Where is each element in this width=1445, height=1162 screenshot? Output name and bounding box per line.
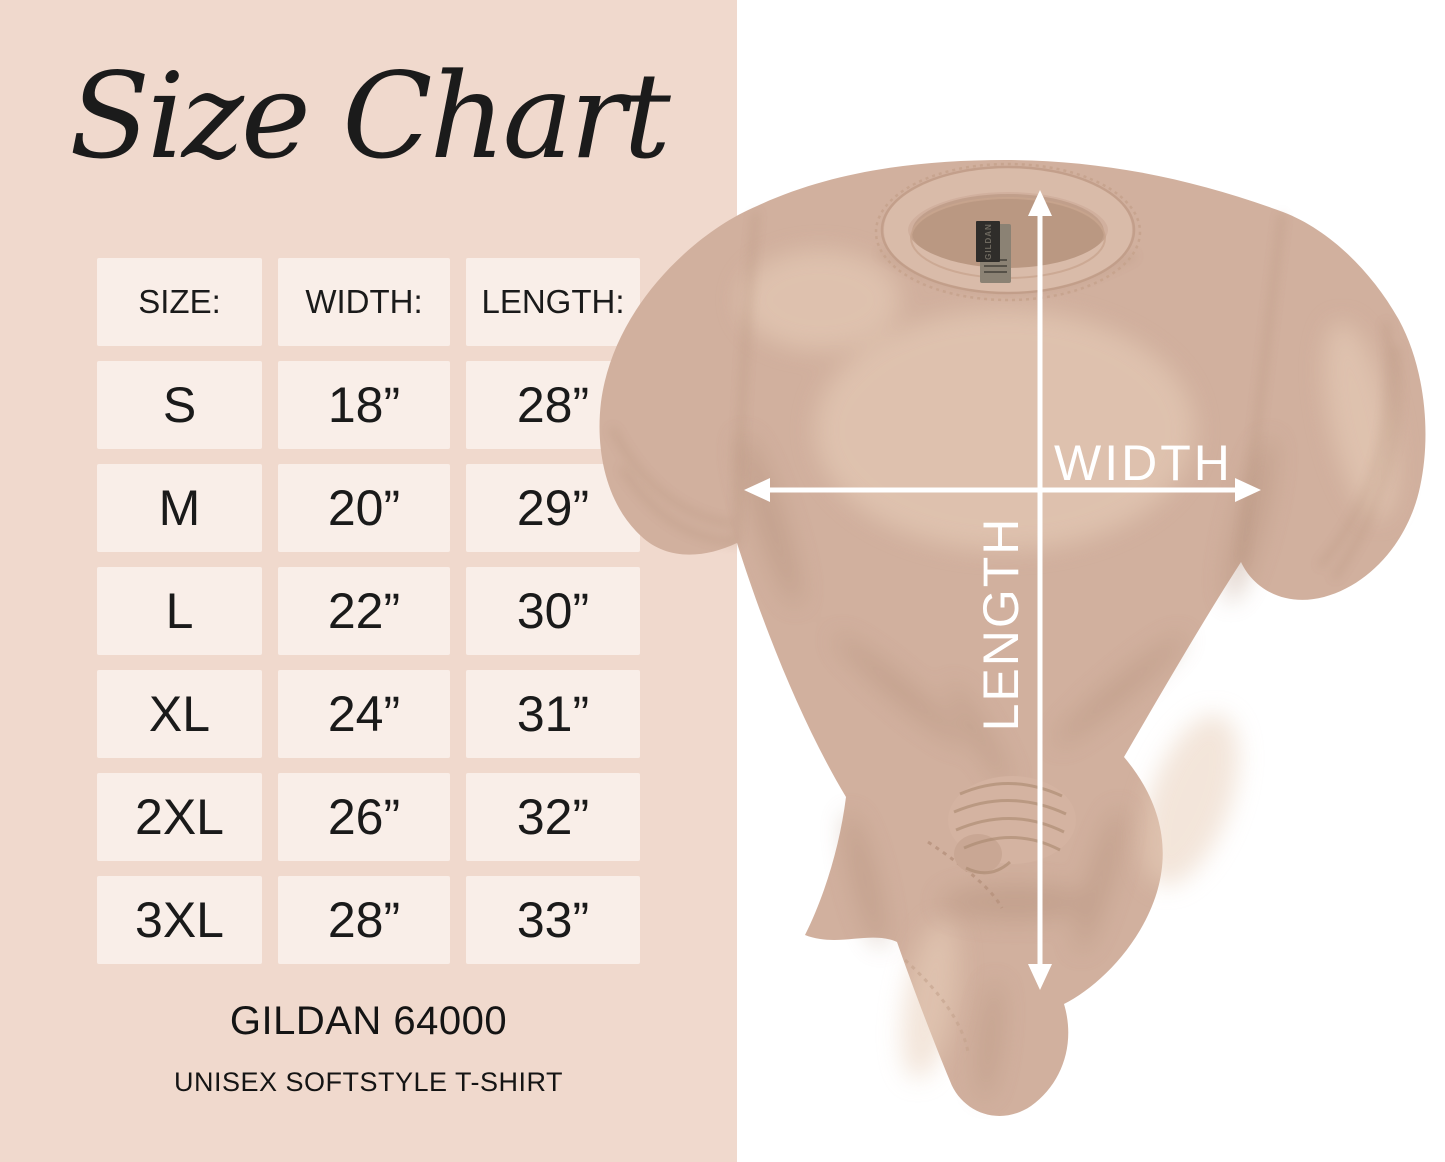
product-subtitle: UNISEX SOFTSTYLE T-SHIRT <box>173 1067 564 1097</box>
table-cell-width: 24” <box>278 670 450 758</box>
table-cell-width: 20” <box>278 464 450 552</box>
table-cell-width: 22” <box>278 567 450 655</box>
product-name: GILDAN 64000 <box>229 999 508 1043</box>
table-cell-width: 26” <box>278 773 450 861</box>
table-cell-length: 30” <box>466 567 640 655</box>
table-cell-size: M <box>97 464 262 552</box>
care-label-text-lines <box>984 259 1007 275</box>
table-cell-size: L <box>97 567 262 655</box>
width-measure-label: WIDTH <box>1054 435 1233 491</box>
length-arrow <box>1028 190 1052 990</box>
table-cell-size: XL <box>97 670 262 758</box>
table-cell-size: S <box>97 361 262 449</box>
page-title: Size Chart <box>69 47 671 185</box>
column-header-size: SIZE: <box>97 258 262 346</box>
table-cell-length: 32” <box>466 773 640 861</box>
table-cell-width: 18” <box>278 361 450 449</box>
table-cell-size: 3XL <box>97 876 262 964</box>
table-cell-length: 33” <box>466 876 640 964</box>
table-cell-length: 31” <box>466 670 640 758</box>
shirt-knot <box>948 776 1076 875</box>
tshirt-silhouette <box>599 160 1426 1116</box>
length-measure-label: LENGTH <box>973 516 1029 732</box>
table-cell-width: 28” <box>278 876 450 964</box>
width-arrow <box>744 478 1261 502</box>
table-cell-size: 2XL <box>97 773 262 861</box>
column-header-width: WIDTH: <box>278 258 450 346</box>
column-header-length: LENGTH: <box>466 258 640 346</box>
brand-tag: GILDAN <box>976 221 1000 262</box>
